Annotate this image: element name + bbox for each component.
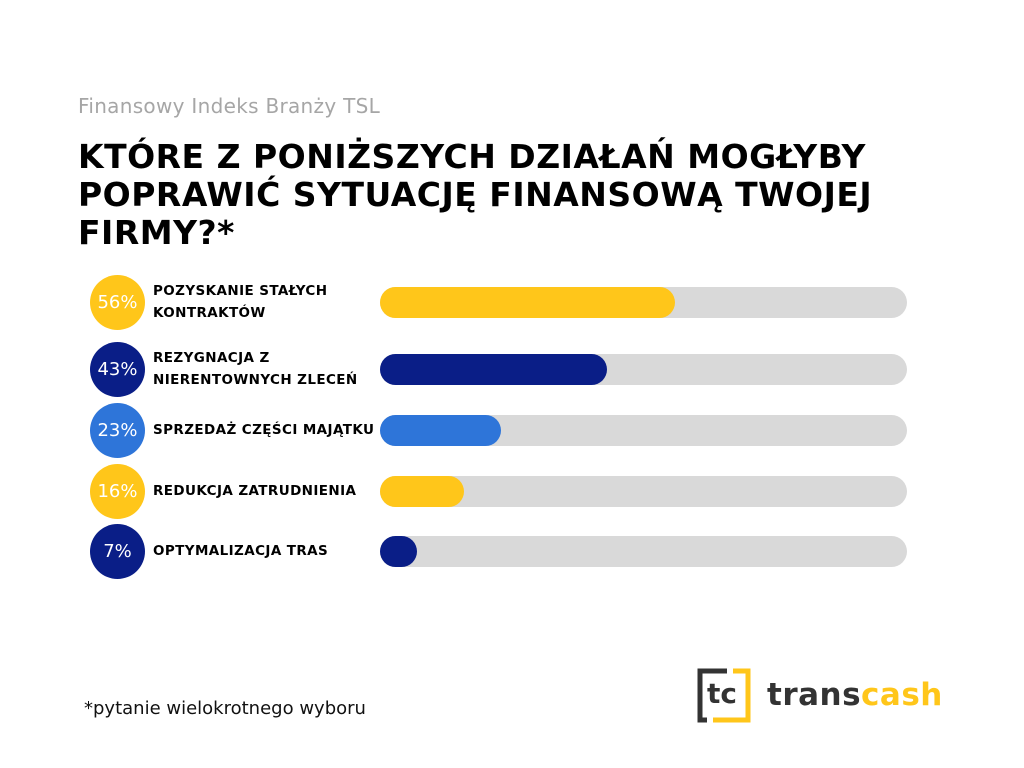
data-label: 43% xyxy=(90,342,145,397)
bar-row: 56% POZYSKANIE STAŁYCH KONTRAKTÓW xyxy=(0,272,1024,332)
bar-track xyxy=(380,354,907,385)
data-label: 23% xyxy=(90,403,145,458)
category-label: REDUKCJA ZATRUDNIENIA xyxy=(153,483,357,499)
transcash-logo: tc transcash xyxy=(695,667,942,727)
bar xyxy=(380,536,417,567)
data-label: 7% xyxy=(90,524,145,579)
subtitle: Finansowy Indeks Branży TSL xyxy=(78,94,381,118)
footnote: *pytanie wielokrotnego wyboru xyxy=(84,698,366,719)
data-label: 56% xyxy=(90,275,145,330)
bar xyxy=(380,354,607,385)
data-label: 16% xyxy=(90,464,145,519)
bar-row: 23% SPRZEDAŻ CZĘŚCI MAJĄTKU xyxy=(0,400,1024,460)
bar-track xyxy=(380,536,907,567)
category-label: REZYGNACJA Z NIERENTOWNYCH ZLECEŃ xyxy=(153,350,358,388)
bar xyxy=(380,476,465,507)
logo-wordmark: transcash xyxy=(767,677,943,713)
bar-track xyxy=(380,415,907,446)
logo-bracket-icon xyxy=(697,668,751,723)
bar-track xyxy=(380,287,907,318)
bar-row: 7% OPTYMALIZACJA TRAS xyxy=(0,521,1024,581)
bar-track xyxy=(380,476,907,507)
logo-mark: tc xyxy=(707,677,737,710)
bar-row: 16% REDUKCJA ZATRUDNIENIA xyxy=(0,461,1024,521)
page-title: KTÓRE Z PONIŻSZYCH DZIAŁAŃ MOGŁYBY POPRA… xyxy=(78,137,873,252)
bar xyxy=(380,415,502,446)
category-label: OPTYMALIZACJA TRAS xyxy=(153,543,329,559)
category-label: POZYSKANIE STAŁYCH KONTRAKTÓW xyxy=(153,283,328,321)
bar xyxy=(380,287,676,318)
category-label: SPRZEDAŻ CZĘŚCI MAJĄTKU xyxy=(153,422,375,438)
bar-row: 43% REZYGNACJA Z NIERENTOWNYCH ZLECEŃ xyxy=(0,339,1024,399)
